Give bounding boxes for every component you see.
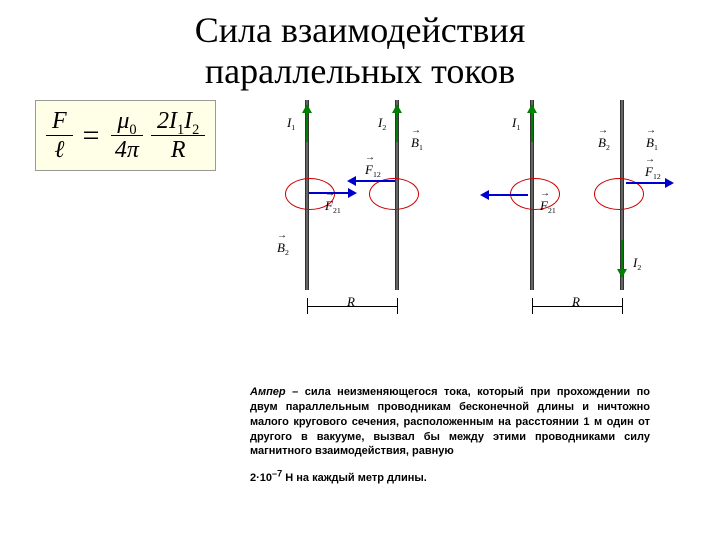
frac-mu-4pi: μ0 4π [109,107,145,164]
label-I1: I1 [287,115,295,131]
field-loop-2 [369,178,419,210]
label-I2: I2 [378,115,386,131]
label-F21: F21 [540,198,556,214]
equals: = [79,119,103,153]
R: R [165,136,192,164]
diagram-antiparallel: I1 I2 B1 B2 F12 F21 R [490,100,670,330]
current-arrow-I1 [531,112,533,142]
ell: ℓ [48,136,70,164]
label-F12: F12 [365,162,381,178]
frac-2I1I2-R: 2I1I2 R [151,107,205,164]
force-F12 [626,182,666,184]
title-line2: параллельных токов [205,51,515,91]
label-R: R [347,294,355,310]
label-R: R [572,294,580,310]
label-B2: B2 [277,240,289,256]
label-F12: F12 [645,164,661,180]
2I1I2: 2I1I2 [151,107,205,136]
4pi: 4π [109,136,145,164]
page-title: Сила взаимодействия параллельных токов [0,0,720,98]
formula-box: F ℓ = μ0 4π 2I1I2 R [35,100,216,171]
dist-tick-r [397,298,398,314]
formula: F ℓ = μ0 4π 2I1I2 R [46,107,205,164]
label-B1: B1 [646,135,658,151]
force-F12 [355,180,395,182]
mu0: μ0 [111,107,142,136]
title-text: Сила взаимодействия параллельных токов [0,10,720,93]
label-B2: B2 [598,135,610,151]
label-I2: I2 [633,255,641,271]
F: F [46,107,73,136]
current-arrow-I2 [621,240,623,270]
current-arrow-I2 [396,112,398,142]
current-arrow-I1 [306,112,308,142]
frac-F-ell: F ℓ [46,107,73,164]
definition-text: Ампер – сила неизменяющегося тока, котор… [250,385,650,494]
definition-p1: Ампер – сила неизменяющегося тока, котор… [250,385,650,459]
label-B1: B1 [411,135,423,151]
definition-p2: 2·10–7 Н на каждый метр длины. [250,467,650,486]
dist-tick-r [622,298,623,314]
force-F21 [488,194,528,196]
label-F21: F21 [325,198,341,214]
label-I1: I1 [512,115,520,131]
diagram-parallel: I1 I2 B1 B2 F12 F21 R [265,100,445,330]
title-line1: Сила взаимодействия [195,10,526,50]
diagrams-row: I1 I2 B1 B2 F12 F21 R I1 I2 B1 B2 F12 F2… [265,100,670,330]
